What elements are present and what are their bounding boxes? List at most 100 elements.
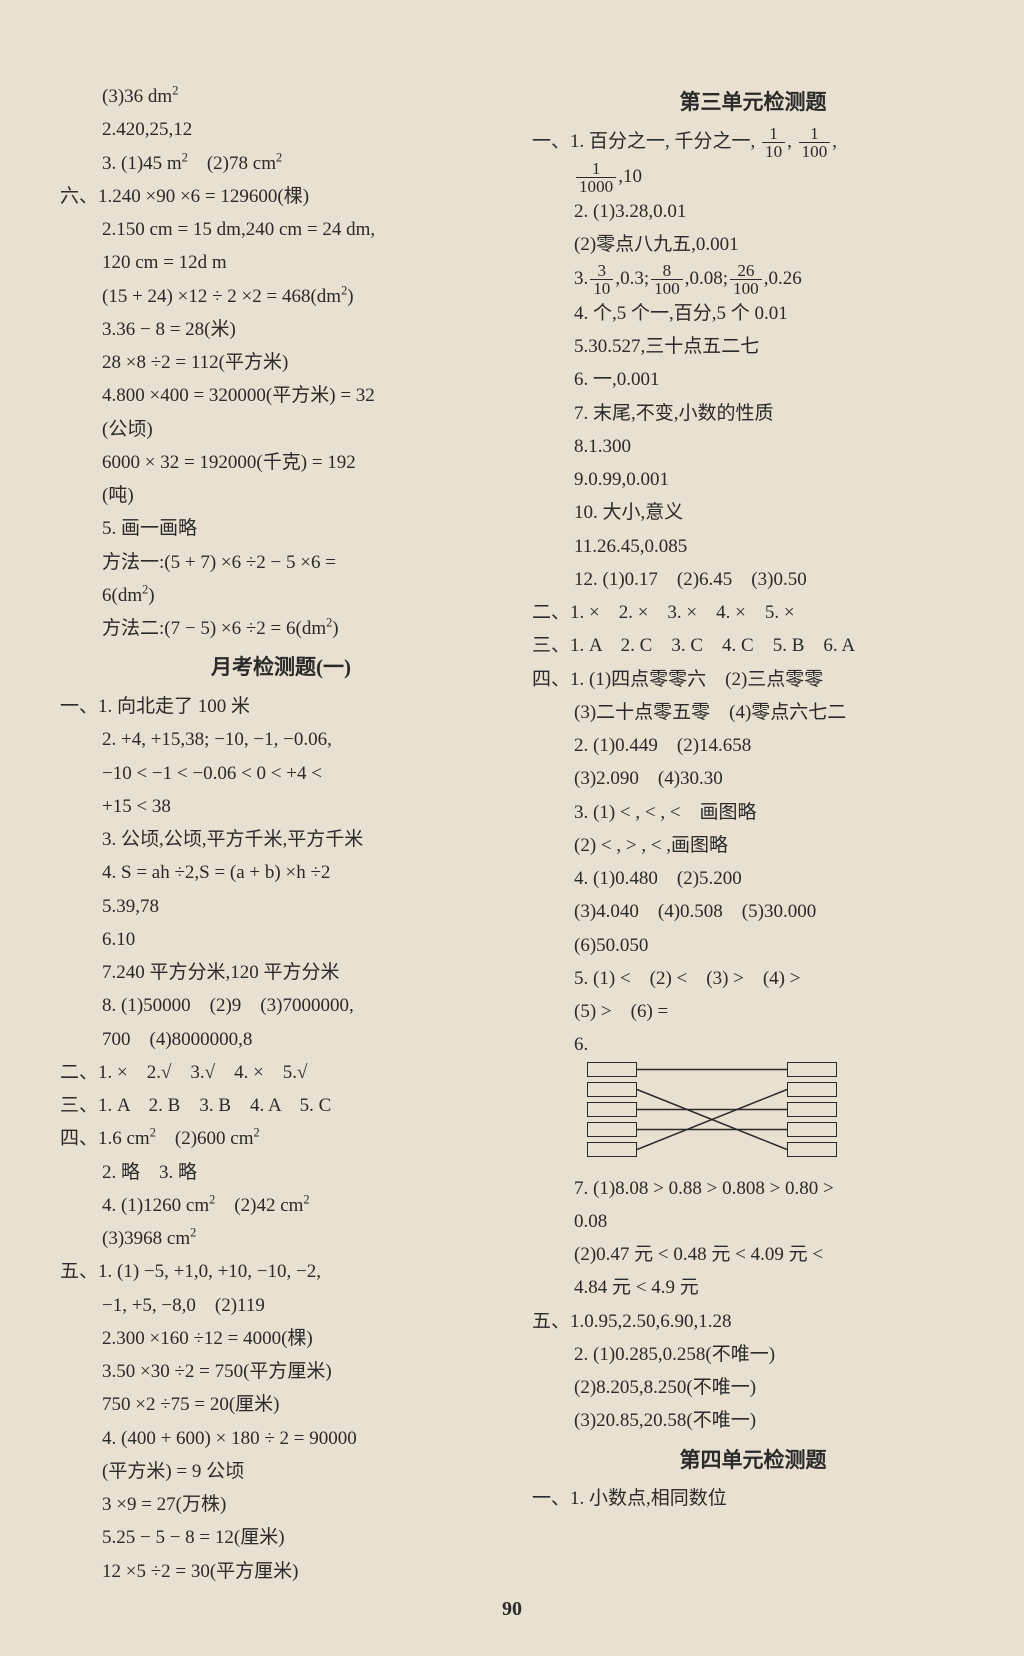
match-box-right	[787, 1062, 837, 1077]
text-line: 一、1. 百分之一, 千分之一, 110, 1100,	[532, 125, 974, 160]
heading-monthly-test: 月考检测题(一)	[60, 649, 502, 686]
text-line: 5. (1) < (2) < (3) > (4) >	[532, 962, 974, 995]
text-line: 方法二:(7 − 5) ×6 ÷2 = 6(dm2)	[60, 612, 502, 645]
fraction: 11000	[576, 160, 616, 195]
match-box-right	[787, 1122, 837, 1137]
text-line: 120 cm = 12d m	[60, 246, 502, 279]
fraction: 110	[762, 125, 785, 160]
text-line: 5. 画一画略	[60, 512, 502, 545]
text-line: 方法一:(5 + 7) ×6 ÷2 − 5 ×6 =	[60, 546, 502, 579]
text-line: 4. (1)0.480 (2)5.200	[532, 862, 974, 895]
text-line: 3 ×9 = 27(万株)	[60, 1488, 502, 1521]
text-line: 2. +4, +15,38; −10, −1, −0.06,	[60, 723, 502, 756]
text-line: 二、1. × 2.√ 3.√ 4. × 5.√	[60, 1056, 502, 1089]
text-line: (2) < , > , < ,画图略	[532, 829, 974, 862]
text-line: 3.310,0.3;8100,0.08;26100,0.26	[532, 262, 974, 297]
text-line: 2. 略 3. 略	[60, 1156, 502, 1189]
text-line: 四、1.6 cm2 (2)600 cm2	[60, 1122, 502, 1155]
left-column: (3)36 dm22.420,25,123. (1)45 m2 (2)78 cm…	[50, 80, 502, 1606]
text-line: 9.0.99,0.001	[532, 463, 974, 496]
text-line: (2)零点八九五,0.001	[532, 228, 974, 261]
text-line: 二、1. × 2. × 3. × 4. × 5. ×	[532, 596, 974, 629]
text-line: 6.10	[60, 923, 502, 956]
text-line: 3. (1) < , < , < 画图略	[532, 796, 974, 829]
text-line: 5.30.527,三十点五二七	[532, 330, 974, 363]
text-line: (3)3968 cm2	[60, 1222, 502, 1255]
text-line: 五、1. (1) −5, +1,0, +10, −10, −2,	[60, 1255, 502, 1288]
text-line: 28 ×8 ÷2 = 112(平方米)	[60, 346, 502, 379]
text-line: 6000 × 32 = 192000(千克) = 192	[60, 446, 502, 479]
fraction: 310	[590, 262, 613, 297]
text-line: 五、1.0.95,2.50,6.90,1.28	[532, 1305, 974, 1338]
text-line: (6)50.050	[532, 929, 974, 962]
text-line: (3)36 dm2	[60, 80, 502, 113]
match-box-right	[787, 1102, 837, 1117]
text-line: 700 (4)8000000,8	[60, 1023, 502, 1056]
match-box-left	[587, 1082, 637, 1097]
text-fragment: 一、1. 百分之一, 千分之一,	[532, 131, 760, 152]
text-line: 11000,10	[532, 160, 974, 195]
text-line: 7.240 平方分米,120 平方分米	[60, 956, 502, 989]
text-line: 2. (1)0.285,0.258(不唯一)	[532, 1338, 974, 1371]
text-line: 4. 个,5 个一,百分,5 个 0.01	[532, 297, 974, 330]
text-line: 6.	[532, 1028, 974, 1061]
fraction: 8100	[651, 262, 683, 297]
text-line: 6. 一,0.001	[532, 363, 974, 396]
text-fragment: ,0.08;	[685, 268, 728, 289]
match-box-left	[587, 1142, 637, 1157]
text-line: 12. (1)0.17 (2)6.45 (3)0.50	[532, 563, 974, 596]
text-line: 11.26.45,0.085	[532, 530, 974, 563]
text-line: 8. (1)50000 (2)9 (3)7000000,	[60, 989, 502, 1022]
text-line: 三、1. A 2. B 3. B 4. A 5. C	[60, 1089, 502, 1122]
text-line: 4.84 元 < 4.9 元	[532, 1271, 974, 1304]
heading-unit3: 第三单元检测题	[532, 84, 974, 121]
text-line: (3)2.090 (4)30.30	[532, 762, 974, 795]
text-line: 3.36 − 8 = 28(米)	[60, 313, 502, 346]
text-fragment: ,0.3;	[615, 268, 649, 289]
text-line: 2. (1)3.28,0.01	[532, 195, 974, 228]
page-content: (3)36 dm22.420,25,123. (1)45 m2 (2)78 cm…	[50, 80, 974, 1606]
text-line: 750 ×2 ÷75 = 20(厘米)	[60, 1388, 502, 1421]
text-line: 2.420,25,12	[60, 113, 502, 146]
text-line: 4.800 ×400 = 320000(平方米) = 32	[60, 379, 502, 412]
text-line: 3.50 ×30 ÷2 = 750(平方厘米)	[60, 1355, 502, 1388]
text-line: 一、1. 小数点,相同数位	[532, 1482, 974, 1515]
text-fragment: ,0.26	[764, 268, 802, 289]
text-line: 4. S = ah ÷2,S = (a + b) ×h ÷2	[60, 856, 502, 889]
text-line: (3)4.040 (4)0.508 (5)30.000	[532, 895, 974, 928]
text-line: −10 < −1 < −0.06 < 0 < +4 <	[60, 757, 502, 790]
text-line: 2. (1)0.449 (2)14.658	[532, 729, 974, 762]
text-line: (公顷)	[60, 413, 502, 446]
text-line: 8.1.300	[532, 430, 974, 463]
text-line: (3)二十点零五零 (4)零点六七二	[532, 696, 974, 729]
text-line: 3. 公顷,公顷,平方千米,平方千米	[60, 823, 502, 856]
text-line: 三、1. A 2. C 3. C 4. C 5. B 6. A	[532, 629, 974, 662]
match-box-left	[587, 1062, 637, 1077]
text-line: 一、1. 向北走了 100 米	[60, 690, 502, 723]
page-number: 90	[502, 1598, 522, 1621]
text-line: 2.150 cm = 15 dm,240 cm = 24 dm,	[60, 213, 502, 246]
text-line: (2)0.47 元 < 0.48 元 < 4.09 元 <	[532, 1238, 974, 1271]
text-line: 6(dm2)	[60, 579, 502, 612]
text-line: 四、1. (1)四点零零六 (2)三点零零	[532, 663, 974, 696]
heading-unit4: 第四单元检测题	[532, 1442, 974, 1479]
text-line: (吨)	[60, 479, 502, 512]
fraction: 1100	[799, 125, 831, 160]
matching-diagram	[587, 1062, 847, 1172]
fraction: 26100	[730, 262, 762, 297]
text-fragment: ,10	[618, 166, 642, 187]
text-line: 5.25 − 5 − 8 = 12(厘米)	[60, 1521, 502, 1554]
text-line: 3. (1)45 m2 (2)78 cm2	[60, 147, 502, 180]
text-line: 4. (1)1260 cm2 (2)42 cm2	[60, 1189, 502, 1222]
text-line: (15 + 24) ×12 ÷ 2 ×2 = 468(dm2)	[60, 280, 502, 313]
text-line: (平方米) = 9 公顷	[60, 1455, 502, 1488]
text-line: 7. (1)8.08 > 0.88 > 0.808 > 0.80 >	[532, 1172, 974, 1205]
text-line: −1, +5, −8,0 (2)119	[60, 1289, 502, 1322]
text-fragment: 3.	[574, 268, 588, 289]
right-column: 第三单元检测题 一、1. 百分之一, 千分之一, 110, 1100, 1100…	[532, 80, 974, 1606]
match-box-right	[787, 1142, 837, 1157]
text-line: +15 < 38	[60, 790, 502, 823]
text-line: 7. 末尾,不变,小数的性质	[532, 397, 974, 430]
text-line: (2)8.205,8.250(不唯一)	[532, 1371, 974, 1404]
match-box-left	[587, 1122, 637, 1137]
